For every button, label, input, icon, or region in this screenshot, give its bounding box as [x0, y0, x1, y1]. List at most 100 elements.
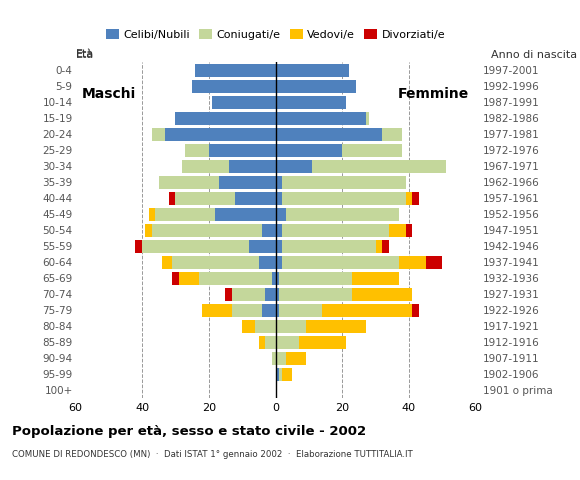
Text: COMUNE DI REDONDESCO (MN)  ·  Dati ISTAT 1° gennaio 2002  ·  Elaborazione TUTTIT: COMUNE DI REDONDESCO (MN) · Dati ISTAT 1…: [12, 450, 412, 459]
Text: Anno di nascita: Anno di nascita: [491, 50, 577, 60]
Bar: [229, 160, 276, 173]
Bar: [152, 224, 262, 237]
Bar: [169, 192, 176, 205]
Bar: [212, 96, 276, 109]
Bar: [152, 128, 165, 141]
Bar: [165, 128, 276, 141]
Bar: [142, 240, 249, 253]
Bar: [262, 304, 276, 317]
Bar: [235, 192, 276, 205]
Bar: [276, 304, 279, 317]
Bar: [382, 240, 389, 253]
Bar: [259, 336, 266, 349]
Text: Maschi: Maschi: [82, 87, 136, 101]
Bar: [232, 304, 262, 317]
Bar: [276, 240, 282, 253]
Bar: [285, 352, 306, 365]
Bar: [365, 112, 369, 125]
Bar: [322, 304, 412, 317]
Bar: [399, 256, 426, 269]
Bar: [242, 320, 255, 333]
Text: Età: Età: [75, 50, 93, 60]
Bar: [179, 272, 199, 285]
Bar: [282, 368, 292, 381]
Text: Femmine: Femmine: [398, 87, 469, 101]
Bar: [405, 224, 412, 237]
Bar: [276, 352, 285, 365]
Bar: [259, 256, 276, 269]
Bar: [276, 288, 279, 301]
Bar: [279, 304, 322, 317]
Bar: [276, 112, 365, 125]
Bar: [276, 64, 349, 77]
Bar: [226, 288, 232, 301]
Bar: [276, 272, 279, 285]
Bar: [312, 160, 445, 173]
Bar: [276, 336, 299, 349]
Bar: [405, 192, 412, 205]
Text: Età: Età: [75, 49, 93, 59]
Bar: [182, 160, 229, 173]
Bar: [272, 272, 276, 285]
Bar: [276, 208, 285, 221]
Legend: Celibi/Nubili, Coniugati/e, Vedovi/e, Divorziati/e: Celibi/Nubili, Coniugati/e, Vedovi/e, Di…: [106, 29, 445, 40]
Bar: [176, 112, 276, 125]
Bar: [389, 224, 405, 237]
Bar: [249, 240, 276, 253]
Bar: [276, 96, 346, 109]
Bar: [266, 288, 275, 301]
Bar: [176, 192, 235, 205]
Bar: [382, 128, 402, 141]
Bar: [276, 144, 342, 157]
Bar: [276, 176, 282, 189]
Bar: [276, 224, 282, 237]
Bar: [136, 240, 142, 253]
Bar: [219, 176, 276, 189]
Bar: [285, 208, 399, 221]
Bar: [272, 352, 276, 365]
Bar: [195, 64, 276, 77]
Bar: [276, 80, 356, 93]
Text: Popolazione per età, sesso e stato civile - 2002: Popolazione per età, sesso e stato civil…: [12, 425, 366, 438]
Bar: [426, 256, 442, 269]
Bar: [279, 368, 282, 381]
Bar: [199, 272, 272, 285]
Bar: [186, 144, 209, 157]
Bar: [255, 320, 276, 333]
Bar: [306, 320, 365, 333]
Bar: [412, 304, 419, 317]
Bar: [155, 208, 216, 221]
Bar: [282, 240, 376, 253]
Bar: [232, 288, 266, 301]
Bar: [282, 192, 405, 205]
Bar: [159, 176, 219, 189]
Bar: [376, 240, 382, 253]
Bar: [276, 368, 279, 381]
Bar: [342, 144, 402, 157]
Bar: [172, 256, 259, 269]
Bar: [276, 128, 382, 141]
Bar: [146, 224, 152, 237]
Bar: [282, 256, 399, 269]
Bar: [148, 208, 155, 221]
Bar: [276, 320, 306, 333]
Bar: [276, 256, 282, 269]
Bar: [209, 144, 276, 157]
Bar: [172, 272, 179, 285]
Bar: [282, 224, 389, 237]
Bar: [299, 336, 346, 349]
Bar: [352, 272, 399, 285]
Bar: [276, 160, 312, 173]
Bar: [279, 272, 352, 285]
Bar: [412, 192, 419, 205]
Bar: [262, 224, 276, 237]
Bar: [162, 256, 172, 269]
Bar: [216, 208, 276, 221]
Bar: [279, 288, 352, 301]
Bar: [202, 304, 232, 317]
Bar: [282, 176, 405, 189]
Bar: [276, 192, 282, 205]
Bar: [352, 288, 412, 301]
Bar: [192, 80, 276, 93]
Bar: [266, 336, 275, 349]
